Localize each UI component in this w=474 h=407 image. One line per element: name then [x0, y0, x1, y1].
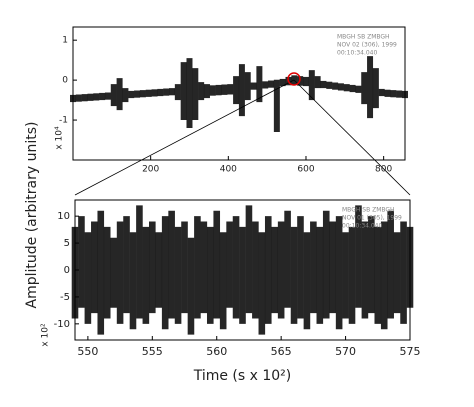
y-tick-label: -10: [54, 319, 70, 330]
y-scale-label: x 10²: [41, 323, 51, 347]
y-tick-label: 1: [62, 36, 68, 46]
x-axis-label: Time (s x 10²): [193, 368, 292, 384]
plot-frame: [72, 26, 406, 161]
annotation: NOV 02 (306), 1999: [337, 42, 397, 49]
y-tick-label: 5: [64, 238, 70, 249]
x-tick-label: 600: [297, 165, 314, 175]
x-tick-label: 200: [142, 165, 159, 175]
annotation: MBGH SB ZMBGH: [337, 34, 390, 41]
x-tick-label: 555: [142, 345, 163, 358]
zoom-marker: [287, 72, 301, 86]
y-tick-label: 0: [64, 265, 70, 276]
y-scale-label: x 10⁴: [55, 126, 65, 150]
x-tick-label: 400: [220, 165, 237, 175]
y-tick-label: -1: [59, 116, 68, 126]
x-tick-label: 560: [206, 345, 227, 358]
x-tick-label: 800: [375, 165, 392, 175]
annotation: 00:10:34.040: [337, 50, 377, 57]
annotation: 00:10:34.040: [342, 223, 382, 230]
annotation: NOV 01 (305), 1999: [342, 215, 402, 222]
y-axis-label: Amplitude (arbitrary units): [24, 122, 40, 309]
x-tick-label: 570: [335, 345, 356, 358]
x-tick-label: 550: [77, 345, 98, 358]
y-tick-label: 10: [57, 211, 70, 222]
x-tick-label: 565: [271, 345, 292, 358]
x-tick-label: 575: [400, 345, 421, 358]
y-tick-label: 0: [62, 76, 68, 86]
y-tick-label: -5: [60, 292, 70, 303]
annotation: MBGH SB ZMBGH: [342, 207, 395, 214]
